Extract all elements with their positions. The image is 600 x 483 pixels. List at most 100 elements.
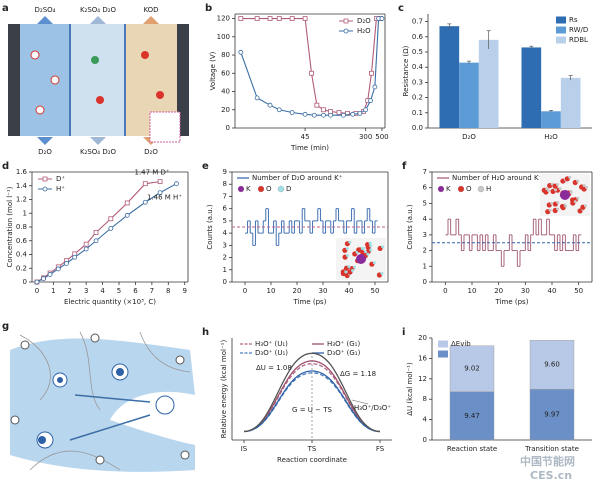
marker [93, 230, 99, 235]
y-tick-label: 1 [23, 209, 27, 217]
ion [57, 377, 63, 383]
y-tick-label: 4 [223, 229, 228, 237]
inset-atom [381, 245, 385, 249]
y-tick-label: 1.4 [16, 182, 28, 190]
ion [35, 105, 45, 115]
annotation: G = U − TS [292, 406, 332, 414]
marker [267, 16, 273, 21]
marker [350, 111, 356, 117]
bar [521, 47, 542, 128]
legend-label: D⁺ [56, 175, 65, 183]
atom-label: K [446, 185, 451, 193]
y-tick-label: 4 [423, 215, 428, 223]
inset-atom [348, 240, 352, 244]
marker [83, 246, 89, 252]
y-tick-label: 120 [217, 15, 230, 23]
electrode [177, 24, 189, 136]
marker [289, 16, 295, 21]
sulfonate [10, 415, 20, 425]
y-tick-label: 4 [423, 416, 428, 424]
inset-atom [582, 183, 586, 187]
marker [343, 28, 349, 34]
x-tick-label: 0 [243, 287, 247, 295]
x-axis-label: Reaction coordinate [277, 456, 347, 464]
label: K₂SO₄ D₂O [80, 6, 117, 14]
y-tick-label: 0.4 [16, 251, 28, 259]
marker [372, 84, 378, 90]
ion [96, 96, 104, 104]
y-axis-label: ΔU (kcal mol⁻¹) [406, 362, 414, 416]
panel-a: a D₂SO₄ K₂SO₄ D₂O KOD D₂O K₂SO₄ D₂O D₂O [2, 3, 189, 156]
inset-atom [556, 201, 560, 205]
atom-swatch [237, 185, 245, 193]
x-tick-label: IS [241, 445, 248, 453]
legend-label: H₃O⁺ (G₁) [327, 340, 360, 348]
x-tick-label: 1 [51, 287, 55, 295]
legend-label: D₃O⁺ (G₁) [327, 349, 361, 357]
x-tick-label: D₂O [462, 133, 476, 141]
marker [343, 18, 349, 24]
marker [124, 212, 130, 218]
y-tick-label: 0 [423, 278, 427, 286]
x-tick-label: TS [307, 445, 317, 453]
y-tick-label: 5 [423, 199, 427, 207]
inset-atom [560, 190, 570, 200]
y-tick-label: 1 [223, 266, 227, 274]
electrode [8, 24, 20, 136]
value-label: 9.97 [544, 411, 560, 419]
watermark: CES.cn [530, 469, 572, 482]
inset-atom [360, 247, 364, 251]
legend-label: Number of D₂O around K⁺ [252, 174, 343, 182]
bar [478, 39, 499, 129]
marker [254, 95, 260, 101]
energy-curve [243, 352, 381, 433]
marker [41, 276, 46, 281]
y-tick-label: 0 [223, 278, 227, 286]
marker [276, 16, 282, 21]
ion [50, 75, 60, 85]
marker [174, 181, 179, 187]
marker [379, 16, 385, 21]
y-tick-label: 7 [223, 192, 227, 200]
atom-swatch [477, 185, 485, 193]
x-axis-label: Time (ps) [293, 298, 327, 306]
y-tick-label: 80 [221, 51, 230, 59]
x-tick-label: 45 [301, 133, 310, 141]
marker [93, 238, 99, 244]
y-axis-label: Voltage (V) [209, 51, 217, 90]
value-label: 9.02 [464, 365, 480, 373]
inset-atom [363, 250, 367, 254]
marker [314, 102, 320, 108]
x-tick-label: 20 [293, 287, 302, 295]
y-tick-label: 5 [223, 217, 227, 225]
legend-label: D₂O [357, 17, 371, 25]
inset-atom [366, 252, 370, 256]
bar [459, 62, 479, 128]
legend-swatch [556, 16, 566, 24]
arrow [90, 16, 106, 24]
y-tick-label: 0.2 [16, 264, 27, 272]
panel-label: h [202, 327, 209, 338]
arrow [37, 137, 53, 145]
panel-label: g [2, 321, 9, 332]
inset-atom [352, 265, 356, 269]
label: KOD [143, 6, 158, 14]
y-tick-label: 1.2 [16, 196, 27, 204]
y-tick-label: 40 [221, 88, 230, 96]
legend-label: H⁺ [56, 185, 65, 193]
arrow [69, 414, 151, 441]
inset-atom [372, 261, 376, 265]
x-tick-label: 10 [468, 287, 477, 295]
inset-atom [573, 200, 577, 204]
y-tick-label: 0.3 [412, 78, 423, 86]
ion [156, 91, 164, 99]
marker [345, 111, 350, 116]
panel-label: i [402, 327, 405, 338]
legend-label: H₂O [357, 27, 371, 35]
x-tick-label: 40 [548, 287, 557, 295]
inset-atom [356, 254, 366, 264]
legend-label: RDBL [569, 36, 588, 44]
y-tick-label: 7 [423, 168, 427, 176]
x-tick-label: 3 [84, 287, 88, 295]
